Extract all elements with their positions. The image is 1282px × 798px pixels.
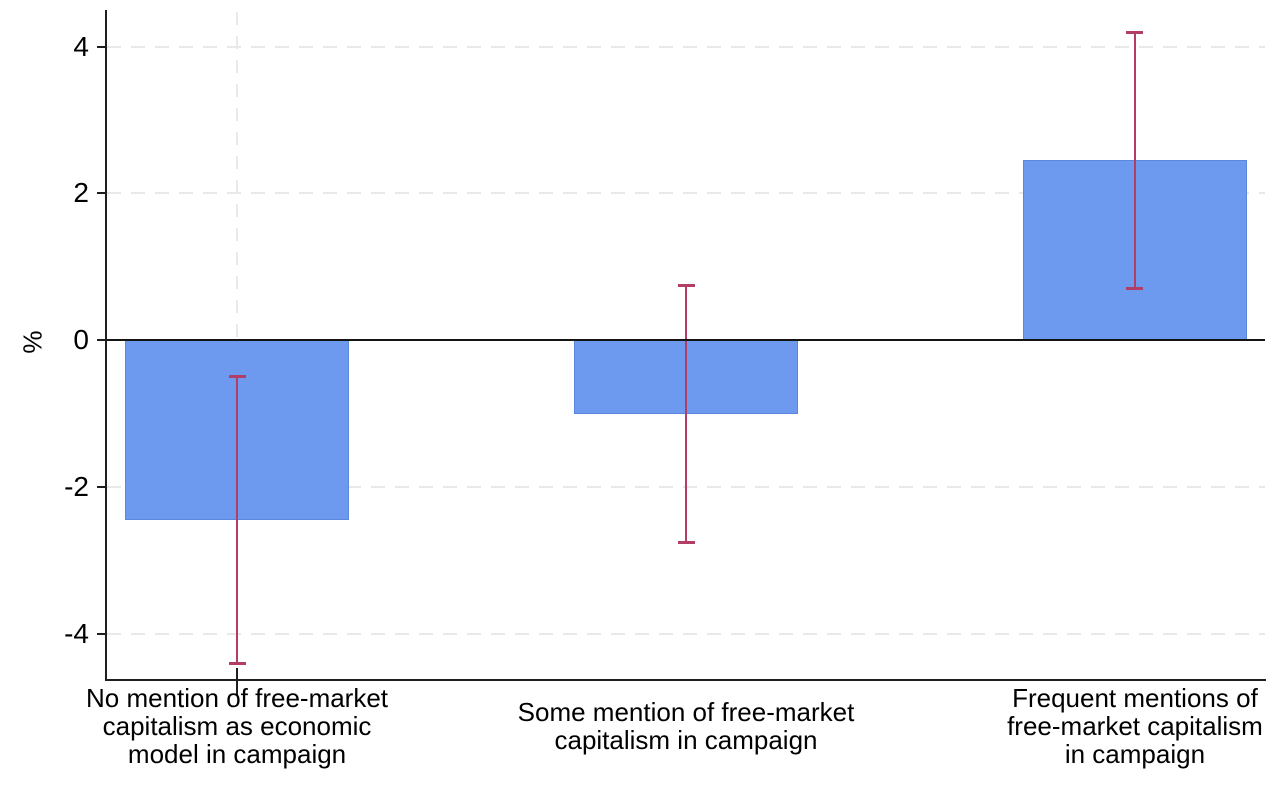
- x-category-label-3: Frequent mentions of free-market capital…: [1007, 683, 1263, 769]
- y-tick-label: 0: [73, 324, 89, 356]
- y-gridline: [107, 45, 1265, 48]
- y-tick-label: 2: [73, 177, 89, 209]
- error-bar-bottom-cap-category-1: [228, 661, 246, 665]
- x-axis-line: [105, 679, 1266, 681]
- x-gridline-category-1: [236, 12, 239, 341]
- error-bar-category-1: [236, 376, 239, 664]
- error-bar-top-cap-category-3: [1126, 30, 1144, 34]
- y-tick: [97, 339, 107, 342]
- error-bar-category-3: [1133, 32, 1136, 289]
- y-tick-label: -2: [64, 470, 89, 502]
- x-category-label-2: Some mention of free-market capitalism i…: [517, 697, 855, 755]
- y-tick: [97, 632, 107, 635]
- y-tick-label: -4: [64, 617, 89, 649]
- y-axis-line: [105, 10, 107, 681]
- zero-reference-line: [107, 339, 1265, 342]
- y-tick: [97, 192, 107, 195]
- y-tick: [97, 45, 107, 48]
- error-bar-top-cap-category-2: [677, 283, 695, 287]
- y-tick: [97, 485, 107, 488]
- x-tick-category-1: [236, 668, 239, 695]
- error-bar-top-cap-category-1: [228, 375, 246, 379]
- error-bar-bottom-cap-category-2: [677, 540, 695, 544]
- error-bar-bottom-cap-category-3: [1126, 287, 1144, 291]
- y-gridline: [107, 632, 1265, 635]
- y-gridline: [107, 192, 1265, 195]
- error-bar-category-2: [685, 285, 687, 543]
- y-tick-label: 4: [73, 30, 89, 62]
- x-category-label-1: No mention of free-market capitalism as …: [86, 683, 389, 769]
